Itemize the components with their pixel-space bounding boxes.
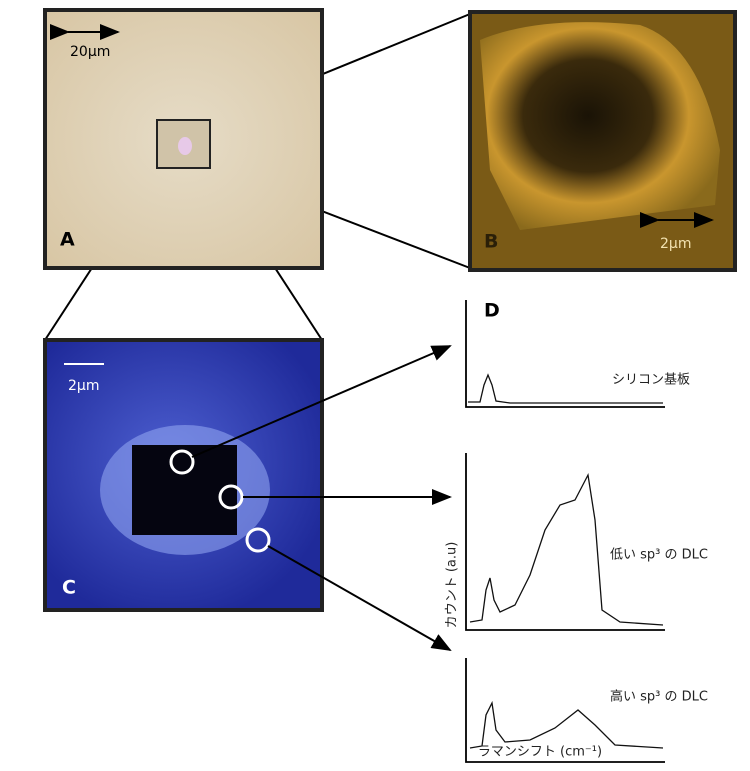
spectrum-label: 高い sp³ の DLC	[610, 689, 708, 705]
panel-label: B	[484, 231, 498, 253]
panel-b: 2µm B	[470, 12, 735, 270]
figure: 20µm A 2µm B 2µm C D シリコン基板 低い sp³ の DLC…	[0, 0, 750, 771]
panel-label: C	[62, 577, 76, 599]
panel-c: 2µm C	[45, 340, 322, 610]
panel-label: A	[60, 229, 75, 251]
panel-label: D	[484, 300, 500, 322]
spectrum-label: シリコン基板	[612, 373, 690, 388]
scale-label: 20µm	[70, 44, 110, 60]
scale-label: 2µm	[68, 378, 99, 394]
panel-a: 20µm A	[45, 10, 322, 268]
spectrum-label: 低い sp³ の DLC	[610, 548, 708, 563]
y-axis-label: カウント (a.u)	[445, 542, 460, 629]
x-axis-label: ラマンシフト (cm⁻¹)	[478, 745, 602, 760]
scale-label: 2µm	[660, 236, 691, 252]
